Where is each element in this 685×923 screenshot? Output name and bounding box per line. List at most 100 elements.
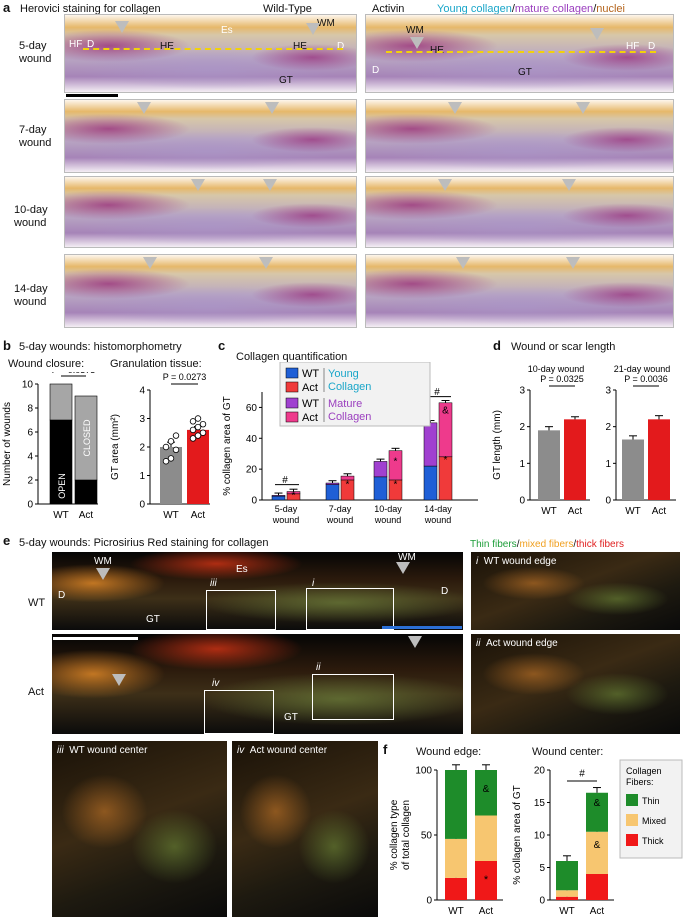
panel-a-letter: a [3,0,11,15]
label-gt: GT [284,712,298,723]
data-point [194,432,202,439]
scar-length-10day-chart: 0 1 2 3 GT length (mm) WT Act P = 0.032510-day … [492,364,590,517]
hash-marker: # [434,387,440,398]
y-tick-label: 4 [27,452,33,463]
legend-mature: mature collagen [514,3,594,15]
legend-young: Young collagen [437,3,512,15]
data-point [189,426,197,434]
x-tick-label: 14-day [424,504,452,514]
y-tick-label: 0 [605,496,611,507]
y-tick-label: 8 [27,404,33,415]
x-tick-label: Act [79,510,94,521]
activin-label: Activin [372,3,405,15]
collagen-center-chart: 0 5 10 15 20 % collagen area of GT WT Act # & & Col… [512,759,683,917]
stacked-bar-segment [475,861,497,900]
panel-e-title: 5-day wounds: Picrosirius Red staining f… [19,537,269,549]
data-point [189,435,197,442]
label-d: D [372,65,380,76]
inset-i-image: i WT wound edge [471,552,680,630]
y-tick-label: 2 [139,443,145,454]
wound-margin-arrow [562,179,576,191]
y-axis-label: GT area (mm²) [110,414,121,480]
x-tick-label: wound [374,515,402,525]
inset-ii-image: ii Act wound edge [471,634,680,734]
y-tick-label: 2 [605,422,611,433]
y-tick-label: 60 [246,403,258,414]
picrosirius-legend: Thin fibers/mixed fibers/thick fibers [470,539,624,550]
y-tick-label: 0 [426,896,432,907]
stacked-bar-segment [74,395,98,481]
gt-title: Granulation tissue: [110,358,202,370]
y-tick-label: 1 [605,459,611,470]
label-es: Es [221,25,233,36]
wound-margin-arrow [306,23,320,35]
star-marker: * [394,456,398,467]
data-point [162,458,170,465]
legend-mixed: mixed fibers [519,539,574,550]
epidermis-trace [83,48,343,50]
wound-margin-arrow [259,257,273,269]
data-point [167,455,175,462]
x-tick-label: WT [625,506,641,517]
y-tick-label: 100 [415,766,432,777]
x-tick-label: 7-day [329,504,352,514]
stacked-bar-segment [556,890,578,897]
herovici-legend: Young collagen/mature collagen/nuclei [437,3,625,15]
closure-title: Wound closure: [8,358,85,370]
legend-title: Collagen [626,766,662,776]
y-tick-label: 1 [519,459,525,470]
y-tick-label: 2 [27,476,33,487]
bar [648,419,670,500]
x-tick-label: WT [559,906,575,917]
label-ii: ii [316,662,321,673]
x-tick-label: Act [191,510,206,521]
wound-margin-arrow [143,257,157,269]
y-tick-label: 10 [22,380,34,391]
legend-swatch [285,397,299,409]
closed-label: CLOSED [82,419,92,457]
data-point [172,432,180,439]
label-he: HE [430,45,444,56]
stacked-bar-segment [445,877,467,900]
legend-thin: Thin fibers [470,539,517,550]
stacked-bar-segment [586,874,608,900]
row-label-wt: WT [28,597,46,609]
legend-thick: thick fibers [576,539,624,550]
legend-label: Act [302,382,318,394]
data-point [172,446,180,454]
y-tick-label: 0 [539,896,545,907]
scale-bar [53,637,138,640]
wound-margin-arrow [263,179,277,191]
bar-wt-mature [373,461,388,478]
x-tick-label: Act [652,506,667,517]
label-d: D [648,41,656,52]
stacked-bar-segment [445,838,467,878]
panel-c-title: Collagen quantification [236,351,348,363]
amp-marker: & [594,798,601,809]
x-tick-label: wound [272,515,300,525]
amp-marker: & [594,840,601,851]
y-tick-label: 0 [519,496,525,507]
data-point [189,418,197,425]
scale-bar [66,94,118,97]
panel-a-title: Herovici staining for collagen [20,3,161,15]
inset-iv-image: iv Act wound center [232,741,378,917]
inset-iv-caption: iv Act wound center [237,745,328,756]
bar-wt-mature [423,422,438,467]
inset-i-caption: i WT wound edge [476,556,557,567]
x-tick-label: WT [163,510,179,521]
y-axis-label: GT length (mm) [492,410,503,480]
label-he: HE [293,41,307,52]
wound-center-title: Wound center: [532,746,604,758]
label-d: D [58,590,66,601]
stacked-bar-segment [475,815,497,861]
x-tick-label: Act [590,906,605,917]
label-d: D [87,39,95,50]
star-marker: * [394,480,398,491]
panel-d-letter: d [493,338,501,353]
label-iv: iv [212,678,220,689]
bar-wt-mature [325,482,340,485]
herovici-act-10day-image [365,176,674,248]
wound-margin-arrow [456,257,470,269]
